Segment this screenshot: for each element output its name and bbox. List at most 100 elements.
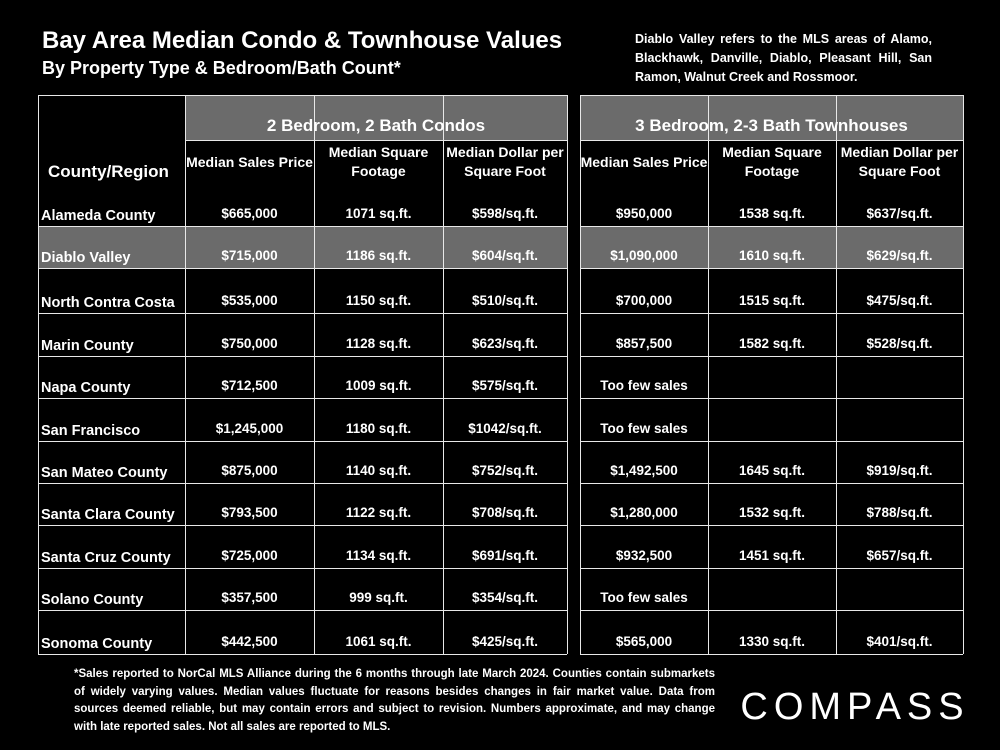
table-hline — [580, 483, 963, 484]
table-hline — [580, 356, 963, 357]
table-hline — [580, 398, 963, 399]
column-header: Median Square Footage — [328, 144, 429, 179]
row-header-label: County/Region — [48, 162, 169, 181]
highlight-row-fill — [38, 226, 567, 268]
condo-value: 1140 sq.ft. — [345, 463, 412, 478]
condo-value: $604/sq.ft. — [471, 248, 539, 263]
table-vline — [708, 95, 709, 654]
condo-value: $750,000 — [221, 336, 278, 351]
table-hline — [38, 398, 567, 399]
condo-value: $623/sq.ft. — [471, 336, 539, 351]
townhouse-value: 1330 sq.ft. — [738, 634, 806, 649]
townhouse-value: Too few sales — [600, 590, 688, 605]
condo-value: $793,500 — [221, 505, 278, 520]
condo-value: 1150 sq.ft. — [345, 293, 412, 308]
condo-value: 1128 sq.ft. — [345, 336, 412, 351]
table-hline — [580, 441, 963, 442]
townhouse-value: 1582 sq.ft. — [738, 336, 806, 351]
table-vline — [185, 95, 186, 654]
table-hline — [38, 95, 567, 96]
region-label: North Contra Costa — [41, 295, 175, 311]
condo-value: 1180 sq.ft. — [345, 421, 412, 436]
page-subtitle: By Property Type & Bedroom/Bath Count* — [42, 58, 401, 78]
townhouse-value: $637/sq.ft. — [866, 206, 933, 221]
table-hline — [580, 95, 963, 96]
diablo-valley-note: Diablo Valley refers to the MLS areas of… — [635, 32, 932, 84]
condo-value: $535,000 — [221, 293, 278, 308]
townhouse-value: $629/sq.ft. — [866, 248, 933, 263]
townhouse-value: 1645 sq.ft. — [738, 463, 806, 478]
column-header: Median Square Footage — [722, 144, 822, 179]
table-hline — [580, 268, 963, 269]
condo-value: $357,500 — [221, 590, 278, 605]
townhouse-value: 1610 sq.ft. — [738, 248, 806, 263]
townhouse-value: $950,000 — [615, 206, 673, 221]
condo-value: $425/sq.ft. — [471, 634, 539, 649]
table-vline — [38, 95, 39, 654]
townhouse-value: 1538 sq.ft. — [738, 206, 806, 221]
region-label: Alameda County — [41, 208, 156, 224]
townhouse-value: 1451 sq.ft. — [738, 548, 806, 563]
condo-value: $510/sq.ft. — [471, 293, 539, 308]
condo-value: $712,500 — [221, 378, 278, 393]
condo-value: $442,500 — [221, 634, 278, 649]
highlight-row-fill — [580, 226, 963, 268]
table-hline — [580, 140, 963, 141]
townhouse-value: 1532 sq.ft. — [738, 505, 806, 520]
table-hline — [38, 610, 567, 611]
condo-value: $354/sq.ft. — [471, 590, 539, 605]
condo-value: $715,000 — [221, 248, 278, 263]
table-vline — [567, 95, 568, 654]
condo-value: 999 sq.ft. — [349, 590, 408, 605]
condo-value: 1071 sq.ft. — [345, 206, 412, 221]
column-header: Median Dollar per Square Foot — [446, 144, 564, 179]
townhouse-value: $657/sq.ft. — [866, 548, 933, 563]
column-header: Median Dollar per Square Foot — [840, 144, 959, 179]
townhouse-value: Too few sales — [600, 421, 688, 436]
table-vline — [836, 95, 837, 654]
group-label-condos: 2 Bedroom, 2 Bath Condos — [266, 116, 486, 135]
table-hline — [38, 654, 567, 655]
footnote: *Sales reported to NorCal MLS Alliance d… — [74, 668, 715, 733]
table-vline — [314, 95, 315, 654]
table-hline — [185, 140, 567, 141]
townhouse-header-fill — [580, 95, 963, 140]
townhouse-value: $1,492,500 — [610, 463, 678, 478]
table-hline — [38, 483, 567, 484]
townhouse-value: $932,500 — [615, 548, 673, 563]
table-hline — [580, 525, 963, 526]
table-hline — [38, 525, 567, 526]
region-label: Napa County — [41, 380, 131, 396]
region-label: Solano County — [41, 592, 144, 608]
townhouse-value: Too few sales — [600, 378, 688, 393]
townhouse-value: $528/sq.ft. — [866, 336, 933, 351]
townhouse-value: $857,500 — [615, 336, 673, 351]
table-hline — [38, 226, 567, 227]
table-hline — [580, 654, 963, 655]
condo-value: $875,000 — [221, 463, 278, 478]
table-hline — [38, 441, 567, 442]
condo-value: $725,000 — [221, 548, 278, 563]
column-header: Median Sales Price — [580, 153, 708, 170]
region-label: Sonoma County — [41, 636, 153, 652]
region-label: San Mateo County — [41, 465, 168, 481]
condo-value: $708/sq.ft. — [471, 505, 539, 520]
compass-logo: COMPASS — [740, 685, 970, 728]
condo-value: 1122 sq.ft. — [345, 505, 412, 520]
condo-value: $665,000 — [221, 206, 278, 221]
table-vline — [580, 95, 581, 654]
townhouse-value: $919/sq.ft. — [866, 463, 933, 478]
page-title: Bay Area Median Condo & Townhouse Values — [42, 27, 563, 54]
table-vline — [443, 95, 444, 654]
condo-value: $598/sq.ft. — [471, 206, 539, 221]
table-vline — [963, 95, 964, 654]
table-hline — [38, 313, 567, 314]
title-block: Bay Area Median Condo & Townhouse Values… — [42, 26, 562, 80]
table-hline — [580, 226, 963, 227]
townhouse-value: $1,280,000 — [610, 505, 678, 520]
townhouse-value: $788/sq.ft. — [866, 505, 933, 520]
table-hline — [580, 610, 963, 611]
condo-value: 1186 sq.ft. — [345, 248, 412, 263]
region-label: San Francisco — [41, 423, 141, 439]
table-hline — [38, 568, 567, 569]
